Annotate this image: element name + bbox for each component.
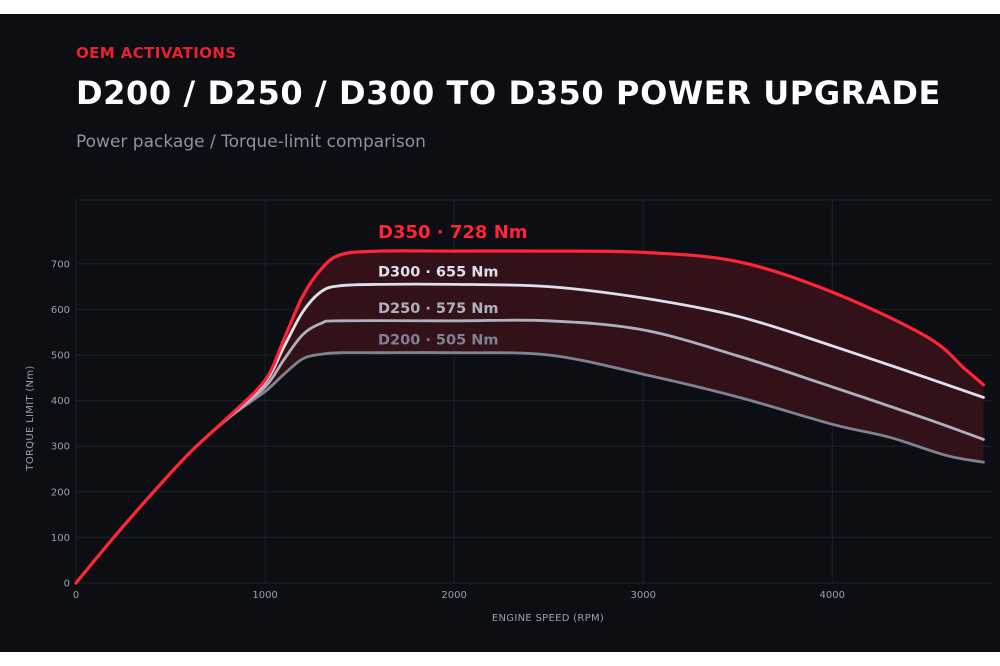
series-label-d300: D300 · 655 Nm xyxy=(378,264,498,280)
y-axis-label: TORQUE LIMIT (Nm) xyxy=(25,365,36,471)
x-tick-label: 4000 xyxy=(820,590,845,601)
y-tick-label: 400 xyxy=(51,396,70,407)
axis-ticks: 0 100 200 300 400 500 600 700 0 1000 2000 3000 4000 xyxy=(51,259,845,601)
series-label-d350: D350 · 728 Nm xyxy=(378,222,528,243)
y-tick-label: 200 xyxy=(51,487,70,498)
series-lines xyxy=(74,249,986,585)
y-tick-label: 100 xyxy=(51,533,70,544)
series-label-d250: D250 · 575 Nm xyxy=(378,301,498,317)
series-line-d350 xyxy=(74,249,986,585)
kicker-label: OEM ACTIVATIONS xyxy=(76,44,237,62)
x-tick-label: 1000 xyxy=(252,590,277,601)
upgrade-band xyxy=(76,250,984,583)
x-tick-label: 2000 xyxy=(441,590,466,601)
page-subtitle: Power package / Torque-limit comparison xyxy=(76,132,426,152)
page-title: D200 / D250 / D300 TO D350 POWER UPGRADE xyxy=(76,74,941,112)
y-tick-label: 0 xyxy=(64,579,70,590)
y-tick-label: 300 xyxy=(51,442,70,453)
x-tick-label: 3000 xyxy=(630,590,655,601)
x-tick-label: 0 xyxy=(73,590,79,601)
series-labels: D200 · 505 Nm D250 · 575 Nm D300 · 655 Nm D… xyxy=(378,222,528,349)
y-tick-label: 600 xyxy=(51,305,70,316)
y-tick-label: 500 xyxy=(51,351,70,362)
series-label-d200: D200 · 505 Nm xyxy=(378,333,498,349)
chart-panel: OEM ACTIVATIONS D200 / D250 / D300 TO D3… xyxy=(0,14,1000,652)
upgrade-band-area xyxy=(76,250,984,583)
y-tick-label: 700 xyxy=(51,259,70,270)
x-axis-label: ENGINE SPEED (RPM) xyxy=(492,613,604,624)
